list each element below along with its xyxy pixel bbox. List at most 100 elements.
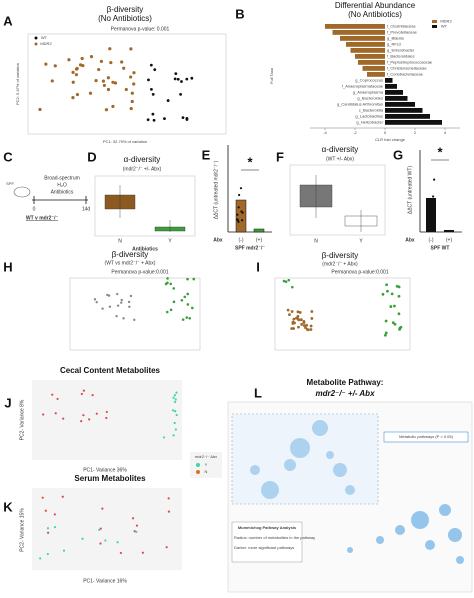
taxon-label: f_Anaeroplasmataceae (342, 83, 384, 88)
dot (236, 213, 239, 216)
panel-label: D (87, 149, 96, 164)
dot (99, 542, 102, 545)
text: SPF WT (431, 245, 450, 251)
text: mdr2⁻/⁻ +/- Abx (315, 389, 375, 398)
dot (294, 316, 298, 320)
dot (190, 76, 194, 80)
dot (150, 88, 153, 91)
dot (151, 92, 155, 96)
dot (185, 77, 189, 81)
text: Metabolic pathways (P < 0.05) (399, 434, 454, 439)
dot (393, 304, 396, 308)
bar (385, 90, 403, 95)
dot (101, 307, 104, 310)
dot (293, 321, 296, 325)
dot (175, 391, 178, 394)
dot (130, 99, 134, 104)
dot (391, 321, 395, 325)
text: Mummichog Pathway Analysis (238, 525, 297, 530)
text: Antibiotics (132, 246, 158, 252)
dot (116, 304, 120, 307)
dot (288, 313, 291, 317)
bar (426, 198, 436, 232)
bubble (250, 465, 260, 475)
dot (82, 414, 85, 417)
dot (95, 300, 98, 304)
bubble (345, 485, 355, 495)
dot (108, 47, 112, 51)
text: H₂O (57, 182, 67, 188)
text: SPF mdr2⁻/⁻ (235, 245, 265, 251)
dot (297, 318, 300, 322)
dot (116, 292, 119, 296)
text: Abx (405, 237, 415, 243)
legend-swatch (432, 20, 437, 23)
dot (386, 289, 389, 293)
text: WT v mdr2⁻/⁻ (26, 215, 59, 221)
legend-box (231, 521, 303, 563)
dot (292, 327, 296, 330)
dot (173, 394, 176, 397)
dot (433, 218, 437, 222)
dot (133, 318, 136, 322)
text: PC2- Variance 8% (19, 399, 25, 440)
text: Broad-spectrum (44, 175, 80, 181)
dot (106, 76, 110, 80)
dot (166, 277, 169, 280)
text: Differential Abundance (335, 1, 416, 10)
text: PC1- Variance 36% (83, 467, 127, 473)
dot (173, 77, 177, 81)
dot (53, 525, 57, 529)
dot (384, 319, 388, 323)
taxon-label: g_Coprococcus (355, 77, 383, 82)
bubble (448, 528, 462, 542)
dot (80, 419, 83, 423)
text: Y (359, 238, 363, 244)
dot (61, 495, 64, 498)
dot (165, 310, 169, 314)
text: * (247, 154, 253, 169)
dot (181, 116, 185, 120)
bar (358, 60, 385, 65)
bar (332, 30, 385, 35)
dot (80, 56, 84, 61)
dot (98, 528, 101, 531)
dot (390, 292, 394, 296)
dot (172, 287, 176, 290)
dot (167, 497, 170, 500)
inset-label (383, 431, 469, 443)
bubble (333, 463, 347, 477)
text: WT (441, 24, 448, 29)
dot (186, 277, 189, 281)
dot (149, 63, 153, 67)
dot (71, 70, 75, 75)
text: mdr2⁻/⁻ Abx (195, 454, 217, 459)
bar (355, 54, 385, 59)
dot (44, 509, 47, 512)
bar (385, 84, 397, 89)
dot (174, 410, 177, 413)
text: N (314, 238, 318, 244)
taxon-label: g_Anaeroplasma (353, 89, 384, 94)
legend-dot (34, 36, 38, 40)
dot (89, 54, 94, 59)
text: β-diversity (322, 251, 359, 260)
text: MDR2 (440, 19, 452, 24)
dot (181, 318, 185, 321)
dot (169, 282, 173, 286)
dot (173, 421, 176, 425)
taxon-label: g_Candidatus Arthromitus (337, 101, 383, 106)
dot (306, 328, 310, 332)
panel-label: F (276, 149, 284, 164)
dot (67, 58, 71, 62)
panel-label: L (254, 385, 262, 400)
dot (238, 193, 241, 197)
text: CLR fold change (375, 137, 406, 142)
plot-frame (94, 175, 196, 237)
dot (128, 305, 131, 308)
dot (282, 279, 286, 283)
dot (109, 60, 113, 65)
text: (No Antibiotics) (348, 10, 402, 19)
legend-dot (196, 470, 200, 474)
dot (172, 300, 176, 304)
